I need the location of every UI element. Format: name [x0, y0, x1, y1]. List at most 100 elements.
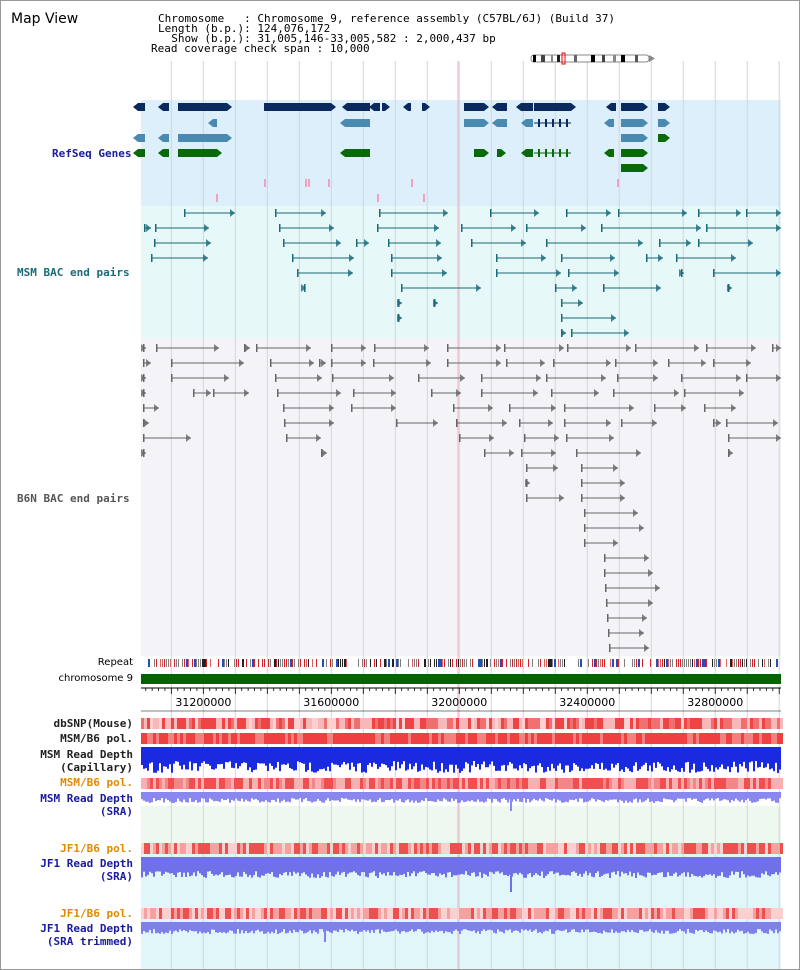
heat-cell: [201, 718, 204, 729]
gene-feature[interactable]: [464, 103, 484, 111]
gene-feature[interactable]: [497, 149, 501, 157]
gene-feature[interactable]: [408, 103, 411, 111]
bac-end-arrow: [653, 374, 658, 382]
msm-bac-end-pairs-track[interactable]: [144, 209, 781, 337]
gene-feature[interactable]: [526, 119, 533, 127]
refseq-genes-track[interactable]: [133, 103, 670, 202]
gene-feature[interactable]: [374, 103, 380, 111]
gene-feature[interactable]: [163, 149, 169, 157]
gene-feature[interactable]: [163, 103, 169, 111]
track-label-jf1-read-depth-sra[interactable]: JF1 Read Depth (SRA): [40, 857, 133, 883]
gene-feature[interactable]: [497, 119, 507, 127]
axis-tick-label-4: 32800000: [687, 696, 743, 709]
gene-feature[interactable]: [621, 134, 643, 142]
gene-feature[interactable]: [178, 103, 227, 111]
gene-feature[interactable]: [534, 103, 571, 111]
heat-cell: [456, 908, 459, 919]
track-label-msm-read-depth-sra[interactable]: MSM Read Depth (SRA): [40, 792, 133, 818]
gene-feature[interactable]: [422, 103, 425, 111]
gene-feature[interactable]: [621, 149, 643, 157]
gene-feature[interactable]: [526, 149, 533, 157]
jf1-sra-depth-bar: [431, 857, 433, 874]
heat-cell: [252, 908, 255, 919]
msm-cap-depth-bar: [397, 747, 399, 762]
msm-cap-depth-bar: [197, 747, 199, 771]
jf1-sra-depth-bar: [409, 857, 411, 877]
jf1-sra-depth-bar: [669, 857, 671, 876]
msm-sra-depth-bar: [303, 792, 305, 800]
b6n-bac-end-pairs-track[interactable]: [141, 344, 781, 652]
gene-feature[interactable]: [497, 103, 507, 111]
gene-feature[interactable]: [138, 149, 145, 157]
heat-cell: [474, 778, 477, 789]
ideogram-region-marker[interactable]: [561, 52, 566, 65]
gene-feature[interactable]: [138, 103, 145, 111]
bac-end-tick: [459, 434, 461, 442]
gene-feature[interactable]: [347, 103, 370, 111]
msm-sra-depth-bar: [141, 792, 143, 800]
bac-end-tick: [431, 389, 433, 397]
chromosome-ideogram[interactable]: [530, 52, 655, 65]
gene-feature[interactable]: [621, 119, 643, 127]
gene-feature[interactable]: [621, 103, 643, 111]
gene-feature[interactable]: [658, 103, 665, 111]
heat-cell: [423, 733, 426, 744]
repeat-element: [750, 659, 751, 667]
gene-feature[interactable]: [264, 103, 331, 111]
heat-cell: [441, 908, 444, 919]
heat-cell: [579, 908, 582, 919]
bac-end-arrow: [559, 494, 564, 502]
gene-feature[interactable]: [178, 149, 217, 157]
heat-cell: [678, 843, 681, 854]
bac-end-tick: [684, 389, 686, 397]
gene-feature[interactable]: [345, 119, 370, 127]
track-label-msm-b6-pol-sra[interactable]: MSM/B6 pol.: [60, 776, 133, 789]
track-label-msm-bac-end-pairs[interactable]: MSM BAC end pairs: [17, 266, 130, 279]
msm-cap-depth-bar: [217, 747, 219, 765]
jf1-trim-depth-bar: [273, 922, 275, 934]
heat-cell: [261, 733, 264, 744]
track-label-refseq-genes[interactable]: RefSeq Genes: [52, 147, 132, 160]
gene-feature[interactable]: [345, 149, 370, 157]
track-label-jf1-b6-pol-sra[interactable]: JF1/B6 pol.: [60, 842, 133, 855]
track-label-jf1-read-depth-trimmed[interactable]: JF1 Read Depth (SRA trimmed): [40, 922, 133, 948]
gene-feature[interactable]: [521, 103, 533, 111]
heat-cell: [732, 733, 735, 744]
gene-feature[interactable]: [609, 119, 614, 127]
jf1-trim-depth-bar: [183, 922, 185, 931]
gene-feature[interactable]: [474, 149, 484, 157]
heat-cell: [522, 843, 525, 854]
gene-feature[interactable]: [163, 134, 169, 142]
ideogram-body[interactable]: [530, 54, 650, 63]
msm-cap-depth-bar: [603, 747, 605, 770]
gene-feature[interactable]: [621, 164, 643, 172]
gene-feature[interactable]: [658, 119, 665, 127]
gene-feature[interactable]: [213, 119, 217, 127]
jf1-trim-depth-bar: [175, 922, 177, 931]
gene-feature[interactable]: [138, 134, 145, 142]
heat-cell: [732, 778, 735, 789]
jf1-sra-depth-bar: [687, 857, 689, 873]
repeat-element: [164, 659, 165, 667]
gene-feature[interactable]: [611, 103, 616, 111]
gene-feature[interactable]: [609, 149, 614, 157]
msm-sra-depth-bar: [567, 792, 569, 803]
repeat-element: [692, 659, 693, 667]
track-label-msm-read-depth-capillary[interactable]: MSM Read Depth (Capillary): [40, 748, 133, 774]
track-label-b6n-bac-end-pairs[interactable]: B6N BAC end pairs: [17, 492, 130, 505]
heat-cell: [645, 843, 648, 854]
gene-feature[interactable]: [178, 134, 227, 142]
bac-end-tick: [621, 419, 623, 427]
bac-end-arrow: [620, 479, 625, 487]
heat-cell: [591, 843, 594, 854]
heat-cell: [537, 778, 540, 789]
gene-feature[interactable]: [382, 103, 385, 111]
msm-sra-depth-bar: [685, 792, 687, 802]
track-label-dbsnp[interactable]: dbSNP(Mouse): [53, 717, 133, 730]
track-label-jf1-b6-pol-trimmed[interactable]: JF1/B6 pol.: [60, 907, 133, 920]
gene-feature[interactable]: [658, 134, 665, 142]
msm-cap-depth-bar: [481, 747, 483, 765]
track-label-msm-b6-pol-capillary[interactable]: MSM/B6 pol.: [60, 732, 133, 745]
gene-feature[interactable]: [464, 119, 484, 127]
